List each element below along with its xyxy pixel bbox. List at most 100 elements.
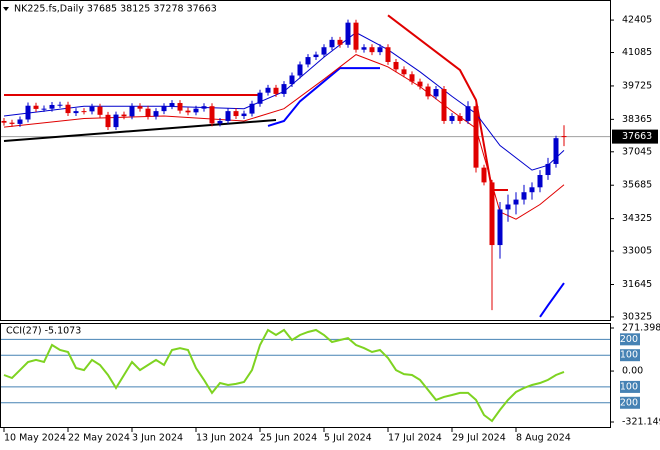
candle-body bbox=[377, 47, 383, 53]
candle-body bbox=[505, 204, 511, 210]
candle-body bbox=[369, 47, 375, 53]
candle-body bbox=[281, 84, 287, 94]
candle-body bbox=[265, 87, 271, 93]
menu-arrow bbox=[3, 7, 9, 11]
x-tick-label: 22 May 2024 bbox=[68, 433, 130, 444]
candle-body bbox=[89, 106, 95, 112]
x-tick-label: 25 Jun 2024 bbox=[260, 433, 317, 444]
indicator-line bbox=[387, 14, 508, 191]
y-tick-label: 31645 bbox=[622, 279, 652, 290]
cci-level-box bbox=[620, 380, 640, 393]
candle-body bbox=[145, 108, 151, 117]
candle-body bbox=[113, 114, 119, 128]
candle-body bbox=[433, 89, 439, 97]
candle-body bbox=[337, 39, 343, 45]
candle-body bbox=[49, 104, 55, 109]
candle-body bbox=[57, 104, 63, 106]
candle-body bbox=[41, 108, 47, 110]
cci-level-box bbox=[620, 396, 640, 409]
candle-body bbox=[185, 110, 191, 113]
candle-body bbox=[169, 103, 175, 107]
x-tick-label: 5 Jul 2024 bbox=[324, 433, 372, 444]
candle-body bbox=[385, 47, 391, 62]
chart-title: NK225.fs,Daily 37685 38125 37278 37663 bbox=[14, 4, 217, 15]
candle-body bbox=[457, 116, 463, 121]
candle-body bbox=[481, 167, 487, 183]
y-tick-label: 38365 bbox=[622, 114, 652, 125]
candle-body bbox=[33, 105, 39, 109]
candle-body bbox=[81, 111, 87, 113]
candle-body bbox=[489, 182, 495, 246]
candle-body bbox=[441, 89, 447, 121]
candle-body bbox=[273, 87, 279, 94]
y-tick-label: 30325 bbox=[622, 311, 652, 322]
candle-body bbox=[513, 199, 519, 205]
indicator-line bbox=[3, 119, 277, 142]
candle-body bbox=[73, 111, 79, 114]
current-price-box bbox=[612, 129, 658, 144]
candle-body bbox=[193, 108, 199, 113]
candle-body bbox=[9, 122, 15, 124]
candle-body bbox=[25, 105, 31, 120]
candle-body bbox=[545, 163, 551, 176]
candle-body bbox=[225, 111, 231, 121]
x-tick-label: 3 Jun 2024 bbox=[132, 433, 183, 444]
cci-tick-label: 0.00 bbox=[622, 366, 643, 377]
candle-body bbox=[537, 175, 543, 188]
candle-body bbox=[17, 119, 23, 124]
candle-body bbox=[497, 209, 503, 246]
y-tick-label: 41085 bbox=[622, 47, 652, 58]
candle-body bbox=[313, 54, 319, 58]
y-tick-label: 37045 bbox=[622, 146, 652, 157]
indicator-line bbox=[267, 67, 565, 318]
cci-level-label: 100 bbox=[620, 350, 638, 361]
cci-level-label: -100 bbox=[616, 381, 638, 392]
cci-tick-label: 271.3984 bbox=[622, 323, 660, 334]
cci-tick-label: -321.149 bbox=[622, 417, 660, 428]
candle-body bbox=[153, 111, 159, 117]
candle-body bbox=[449, 116, 455, 121]
y-tick-label: 33005 bbox=[622, 246, 652, 257]
candle-body bbox=[217, 120, 223, 124]
candle-body bbox=[353, 22, 359, 50]
cci-level-label: -200 bbox=[616, 397, 638, 408]
cci-panel-frame bbox=[0, 323, 611, 428]
cci-line bbox=[3, 328, 565, 423]
candle-body bbox=[97, 106, 103, 115]
y-tick-label: 34325 bbox=[622, 213, 652, 224]
x-tick-label: 8 Aug 2024 bbox=[516, 433, 571, 444]
candle-body bbox=[297, 64, 303, 76]
y-tick-label: 39725 bbox=[622, 80, 652, 91]
price-panel-frame bbox=[0, 0, 611, 321]
cci-label: CCI(27) -5.1073 bbox=[6, 326, 81, 337]
candle-body bbox=[417, 81, 423, 87]
candle-body bbox=[289, 75, 295, 85]
candle-body bbox=[161, 106, 167, 112]
y-tick-label: 35685 bbox=[622, 180, 652, 191]
candle-body bbox=[305, 57, 311, 65]
candle-body bbox=[473, 106, 479, 168]
candle-body bbox=[65, 104, 71, 114]
candle-body bbox=[249, 103, 255, 114]
candle-body bbox=[465, 106, 471, 121]
candle-body bbox=[129, 106, 135, 117]
candle-body bbox=[401, 69, 407, 75]
candle-body bbox=[137, 106, 143, 109]
y-tick-label: 42405 bbox=[622, 15, 652, 26]
candle-body bbox=[105, 114, 111, 128]
candle-body bbox=[553, 138, 559, 164]
current-price-label: 37663 bbox=[622, 131, 652, 142]
candle-body bbox=[425, 86, 431, 97]
candle-body bbox=[521, 192, 527, 200]
candle-body bbox=[1, 120, 7, 123]
candle-body bbox=[561, 136, 567, 138]
candle-body bbox=[329, 39, 335, 48]
candle-body bbox=[361, 47, 367, 50]
candle-body bbox=[121, 114, 127, 117]
candle-body bbox=[233, 111, 239, 117]
candle-body bbox=[529, 187, 535, 193]
indicator-line bbox=[3, 54, 565, 220]
candle-body bbox=[177, 103, 183, 111]
candle-body bbox=[321, 47, 327, 55]
